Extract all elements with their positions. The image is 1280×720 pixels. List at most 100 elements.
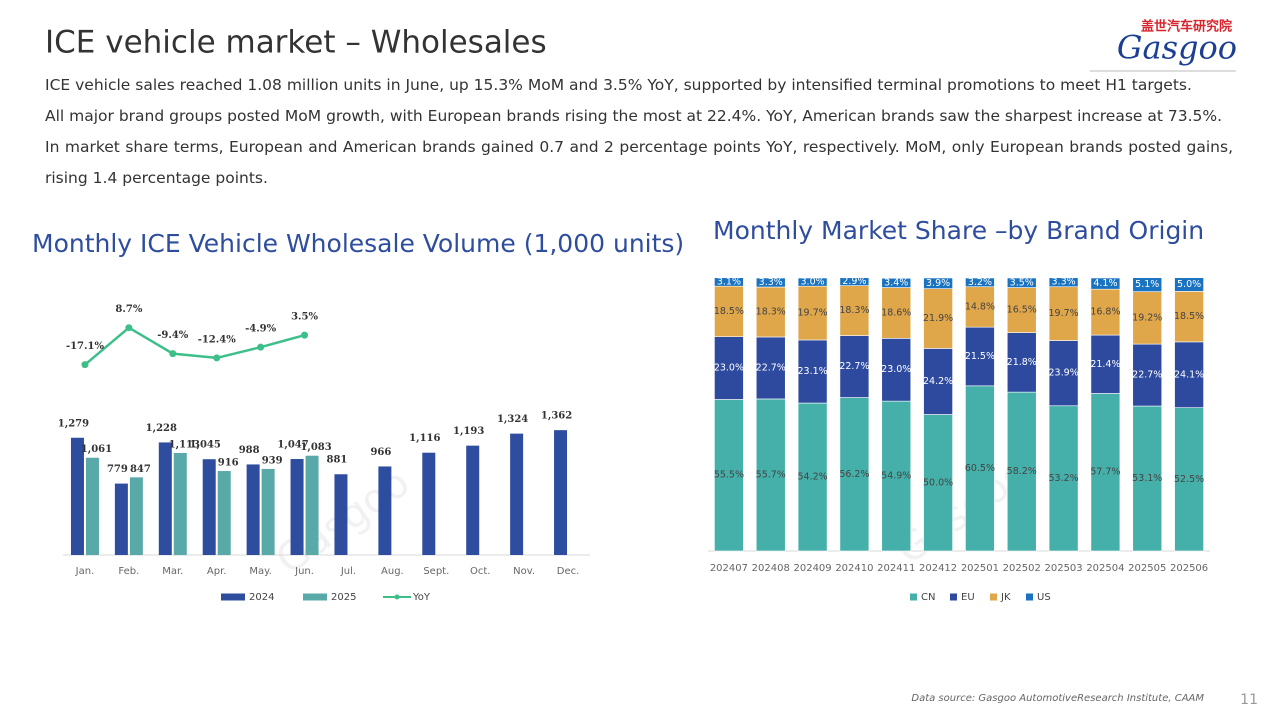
x-tick-label: Nov. <box>513 566 535 577</box>
bar-segment <box>1174 341 1204 408</box>
data-label: 1,279 <box>58 418 89 429</box>
bar-segment <box>797 285 828 341</box>
bar-segment <box>1132 343 1163 407</box>
bar <box>510 433 524 555</box>
data-label: -9.4% <box>157 330 189 341</box>
logo-brand: Gasgoo <box>1117 29 1237 67</box>
bar-segment <box>965 385 995 552</box>
bar-segment <box>797 277 828 287</box>
data-label: 1,113 <box>169 439 200 450</box>
bar <box>466 445 480 555</box>
data-label: 55.5% <box>714 470 744 481</box>
data-label: 1,045 <box>190 440 221 451</box>
yoy-point <box>213 354 221 362</box>
bar-segment <box>755 277 786 288</box>
bar-segment <box>923 348 953 415</box>
x-tick-label: 202411 <box>877 563 915 574</box>
data-label: 881 <box>327 455 348 466</box>
legend-label: CN <box>921 592 935 603</box>
data-label: 1,116 <box>409 433 440 444</box>
bar-segment <box>923 288 953 349</box>
bar-segment <box>1174 277 1204 292</box>
bar-segment <box>1174 291 1204 343</box>
bar-segment <box>714 277 744 287</box>
legend-marker <box>990 593 997 601</box>
data-label: 24.2% <box>923 376 953 387</box>
x-tick-label: 202503 <box>1044 563 1082 574</box>
chart-title: Monthly Market Share –by Brand Origin <box>713 216 1204 245</box>
data-label: -12.4% <box>198 334 237 345</box>
paragraph: In market share terms, European and Amer… <box>45 138 1233 187</box>
data-label: 1,047 <box>277 440 308 451</box>
data-label: 14.8% <box>965 301 995 312</box>
data-label: 1,324 <box>497 414 528 425</box>
x-tick-label: 202409 <box>793 563 831 574</box>
data-label: 1,193 <box>453 426 484 437</box>
data-label: 22.7% <box>1132 370 1162 381</box>
data-label: 50.0% <box>923 477 953 488</box>
bar-segment <box>1006 391 1037 552</box>
data-label: 916 <box>218 458 239 469</box>
bar <box>290 459 304 555</box>
bar-segment <box>714 285 744 337</box>
bar-segment <box>965 277 995 288</box>
x-tick-label: Dec. <box>557 566 580 577</box>
data-label: 8.7% <box>115 304 142 315</box>
data-label: 24.1% <box>1174 369 1204 380</box>
data-label: 1,228 <box>146 423 177 434</box>
bar-segment <box>1090 288 1121 336</box>
data-label: 57.7% <box>1090 467 1120 478</box>
data-label: 4.1% <box>1093 278 1117 289</box>
bar-segment <box>755 286 786 338</box>
data-label: 18.3% <box>839 305 869 316</box>
data-label: 54.2% <box>797 472 827 483</box>
yoy-point <box>169 350 177 358</box>
logo-chinese: 盖世汽车研究院 <box>1141 19 1232 35</box>
data-label: 58.2% <box>1007 466 1037 477</box>
x-tick-label: Jun. <box>294 566 314 577</box>
data-label: 779 <box>107 464 128 475</box>
legend-label: 2025 <box>331 592 356 603</box>
x-tick-label: Jul. <box>340 566 356 577</box>
bar <box>114 483 128 555</box>
bar <box>378 466 392 555</box>
yoy-point <box>81 361 89 369</box>
data-label: 52.5% <box>1174 474 1204 485</box>
paragraph: All major brand groups posted MoM growth… <box>45 107 1223 125</box>
data-label: 3.3% <box>1052 277 1076 288</box>
x-tick-label: 202407 <box>710 563 748 574</box>
data-label: 16.5% <box>1007 305 1037 316</box>
yoy-point <box>257 343 265 351</box>
bar-segment <box>797 402 828 552</box>
slide-title: ICE vehicle market – Wholesales <box>45 25 547 61</box>
data-label: 18.5% <box>714 306 744 317</box>
x-tick-label: 202502 <box>1003 563 1041 574</box>
data-label: 56.2% <box>839 469 869 480</box>
data-label: 19.2% <box>1132 312 1162 323</box>
x-tick-label: Mar. <box>162 566 183 577</box>
x-tick-label: 202506 <box>1170 563 1208 574</box>
bar <box>70 437 84 555</box>
data-label: 1,083 <box>300 442 331 453</box>
x-tick-label: 202504 <box>1086 563 1124 574</box>
data-label: 18.5% <box>1174 311 1204 322</box>
data-label: 5.1% <box>1135 279 1159 290</box>
legend-marker <box>221 593 245 601</box>
data-label: 1,061 <box>81 444 112 455</box>
x-tick-label: Jan. <box>75 566 95 577</box>
bar-segment <box>755 336 786 400</box>
x-tick-label: 202408 <box>752 563 790 574</box>
bar-segment <box>1006 277 1037 288</box>
legend-label: EU <box>961 592 975 603</box>
x-tick-label: 202501 <box>961 563 999 574</box>
x-tick-label: May. <box>249 566 271 577</box>
bar-segment <box>755 398 786 552</box>
bar-segment <box>1090 334 1121 394</box>
data-label: -4.9% <box>245 324 277 335</box>
bar <box>334 474 348 555</box>
x-tick-label: Sept. <box>423 566 449 577</box>
bar <box>217 471 231 555</box>
data-label: 847 <box>130 464 151 475</box>
bar-segment <box>1048 277 1079 288</box>
data-label: 21.5% <box>965 351 995 362</box>
